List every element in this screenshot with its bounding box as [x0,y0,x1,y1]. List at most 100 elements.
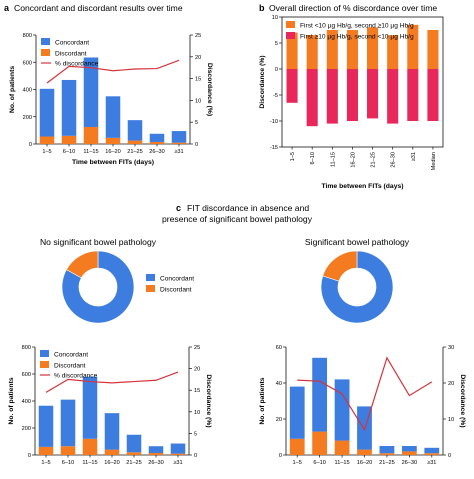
a-ytick-label: 0 [29,142,32,148]
b-bar-positive [407,24,419,69]
a-legend-swatch-concordant [41,38,50,45]
c-pie-right-slice-concordant [320,250,394,324]
panel-c-title-1: FIT discordance in absence and [187,203,309,213]
c-right-discordance-line [297,356,433,432]
c-right-bar-concordant [289,386,305,439]
c-pie-right-slice-discordant [322,250,358,282]
a-bar-discordant [105,137,121,144]
c-left-bar-concordant [126,434,142,453]
a-y2tick-label: 5 [195,120,198,126]
a-discordance-line [46,59,180,84]
c-left-xtick-label: 21–25 [126,460,142,466]
c-left-y2tick-label: 20 [194,367,200,373]
c-left-bar-discordant [82,438,98,455]
c-left-bar-concordant [82,376,98,439]
a-xtick-label: 1–5 [42,149,51,155]
c-right-xtick-label: 26–30 [402,460,418,466]
b-xtick-label: Median [431,152,437,170]
c-left-bar-discordant [104,449,120,455]
a-xtick-label: 11–15 [83,149,98,155]
c-right-ytick-label: 60 [276,345,282,351]
a-y2tick-label: 10 [195,98,201,104]
a-legend-label-concordant: Concordant [55,40,89,47]
a-bar-concordant [39,88,55,137]
a-legend-label-line: % discordance [55,61,99,68]
b-legend-swatch-1 [286,21,295,28]
a-bar-discordant [127,140,143,144]
c-pie-left-legend-label-concordant: Concordant [160,276,194,283]
a-y2tick-label: 25 [195,33,201,39]
c-right-y2tick-label: 30 [448,345,454,351]
c-left-bar-concordant [38,405,54,447]
a-legend-label-discordant: Discordant [55,51,87,58]
c-left-bar-discordant [126,452,142,455]
a-bar-discordant [83,126,99,144]
c-left-y2tick-label: 0 [194,453,197,459]
panel-b-letter: b [259,3,265,13]
b-xtick-label: ≥31 [411,152,417,161]
c-left-xtick-label: 11–15 [82,460,97,466]
c-left-y2tick-label: 25 [194,345,200,351]
b-bar-negative [306,69,318,127]
a-xtick-label: ≥31 [174,149,183,155]
c-right-bar-concordant [312,357,328,432]
b-bar-positive [367,27,379,69]
c-left-legend-label-line: % discordance [54,373,98,380]
b-xtick-label: 21–25 [371,152,377,168]
b-bar-positive [346,30,358,69]
right-heading: Significant bowel pathology [305,237,410,247]
b-bar-negative [407,69,419,121]
c-right-bar-discordant [312,431,328,455]
a-xtick-label: 21–25 [127,149,143,155]
c-left-ylabel: No. of patients [8,377,15,424]
c-right-bar-discordant [334,440,350,455]
c-pie-left-legend-swatch-concordant [146,274,155,281]
c-left-xtick-label: ≥31 [173,460,182,466]
a-ylabel: No. of patients [9,66,16,113]
b-ytick-label: -10 [270,119,278,125]
panel-a-title: Concordant and discordant results over t… [14,3,183,13]
b-xtick-label: 6–10 [310,152,316,164]
b-ylabel: Discordance (%) [259,55,266,108]
c-right-y2label: Discordance (%) [459,374,466,427]
c-left-xtick-label: 26–30 [148,460,164,466]
b-bar-negative [286,69,298,103]
a-xtick-label: 16–20 [105,149,121,155]
c-right-bar-discordant [379,453,395,455]
c-right-bar-discordant [424,453,440,455]
c-left-bar-concordant [104,413,120,450]
c-left-legend-label-concordant: Concordant [54,352,88,359]
c-left-y2tick-label: 15 [194,388,200,394]
a-ytick-label: 800 [23,33,32,39]
a-y2tick-label: 0 [195,142,198,148]
a-xtick-label: 6–10 [63,149,75,155]
c-pie-left-slice-discordant [66,250,99,279]
a-y2tick-label: 20 [195,55,201,61]
c-left-legend-swatch-discordant [40,361,49,368]
a-xtick-label: 26–30 [149,149,165,155]
b-bar-negative [427,69,439,121]
a-bar-concordant [171,131,187,143]
c-left-y2tick-label: 5 [194,431,197,437]
c-right-xtick-label: ≥31 [427,460,436,466]
a-bar-discordant [61,135,77,144]
panel-c-letter: c [176,203,181,213]
c-right-bar-concordant [424,447,440,454]
panel-a-letter: a [4,3,10,13]
a-bar-discordant [149,141,165,144]
c-left-bar-concordant [60,399,76,447]
b-bar-positive [326,30,338,69]
b-xlabel: Time between FITs (days) [321,183,403,190]
c-right-y2tick-label: 0 [448,453,451,459]
c-pie-left-legend-swatch-discordant [146,285,155,292]
c-right-bar-discordant [357,449,372,455]
c-right-xtick-label: 6–10 [313,460,325,466]
b-xtick-label: 16–20 [350,152,356,168]
c-right-bar-concordant [401,446,417,452]
b-plot-frame [281,16,444,148]
a-ytick-label: 400 [23,88,32,94]
c-left-bar-concordant [170,443,186,454]
b-xtick-label: 1–5 [290,152,296,161]
left-heading: No significant bowel pathology [40,237,157,247]
